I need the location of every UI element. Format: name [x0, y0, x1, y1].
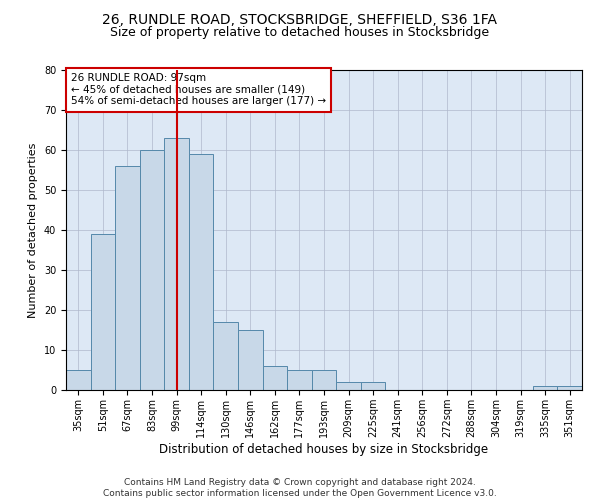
Bar [189, 154, 214, 390]
Bar [164, 138, 189, 390]
Text: 26 RUNDLE ROAD: 97sqm
← 45% of detached houses are smaller (149)
54% of semi-det: 26 RUNDLE ROAD: 97sqm ← 45% of detached … [71, 73, 326, 106]
Bar [336, 382, 361, 390]
Bar [533, 386, 557, 390]
Bar [91, 234, 115, 390]
Bar [287, 370, 312, 390]
Bar [115, 166, 140, 390]
Bar [361, 382, 385, 390]
Text: 26, RUNDLE ROAD, STOCKSBRIDGE, SHEFFIELD, S36 1FA: 26, RUNDLE ROAD, STOCKSBRIDGE, SHEFFIELD… [103, 12, 497, 26]
Text: Size of property relative to detached houses in Stocksbridge: Size of property relative to detached ho… [110, 26, 490, 39]
Text: Contains HM Land Registry data © Crown copyright and database right 2024.
Contai: Contains HM Land Registry data © Crown c… [103, 478, 497, 498]
Bar [263, 366, 287, 390]
X-axis label: Distribution of detached houses by size in Stocksbridge: Distribution of detached houses by size … [160, 442, 488, 456]
Bar [140, 150, 164, 390]
Y-axis label: Number of detached properties: Number of detached properties [28, 142, 38, 318]
Bar [214, 322, 238, 390]
Bar [66, 370, 91, 390]
Bar [312, 370, 336, 390]
Bar [238, 330, 263, 390]
Bar [557, 386, 582, 390]
